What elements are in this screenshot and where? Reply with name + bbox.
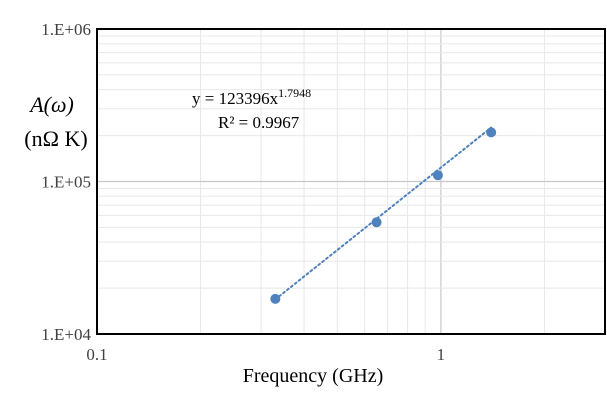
tick-labels: 1.E+04 1.E+05 1.E+06 0.1 1	[41, 20, 445, 364]
data-points	[270, 127, 497, 304]
y-tick-label: 1.E+05	[41, 173, 91, 192]
data-point	[371, 217, 382, 228]
plot-frame	[96, 28, 606, 335]
y-tick-label: 1.E+04	[41, 325, 91, 344]
x-tick-label: 1	[437, 345, 446, 364]
data-point	[486, 127, 497, 138]
x-axis-label: Frequency (GHz)	[243, 365, 384, 387]
trendline-group	[274, 126, 493, 301]
trendline	[274, 126, 493, 301]
data-point	[432, 170, 443, 181]
trendline-equation: y = 123396x1.7948	[192, 86, 311, 108]
y-tick-label: 1.E+06	[41, 20, 91, 39]
grid	[96, 29, 606, 335]
y-axis-label-line1: A(ω)	[28, 92, 74, 117]
y-axis-label-line2: (nΩ K)	[24, 126, 87, 151]
x-tick-label: 0.1	[86, 345, 107, 364]
trendline-r-squared: R² = 0.9967	[218, 113, 300, 132]
data-point	[270, 293, 281, 304]
